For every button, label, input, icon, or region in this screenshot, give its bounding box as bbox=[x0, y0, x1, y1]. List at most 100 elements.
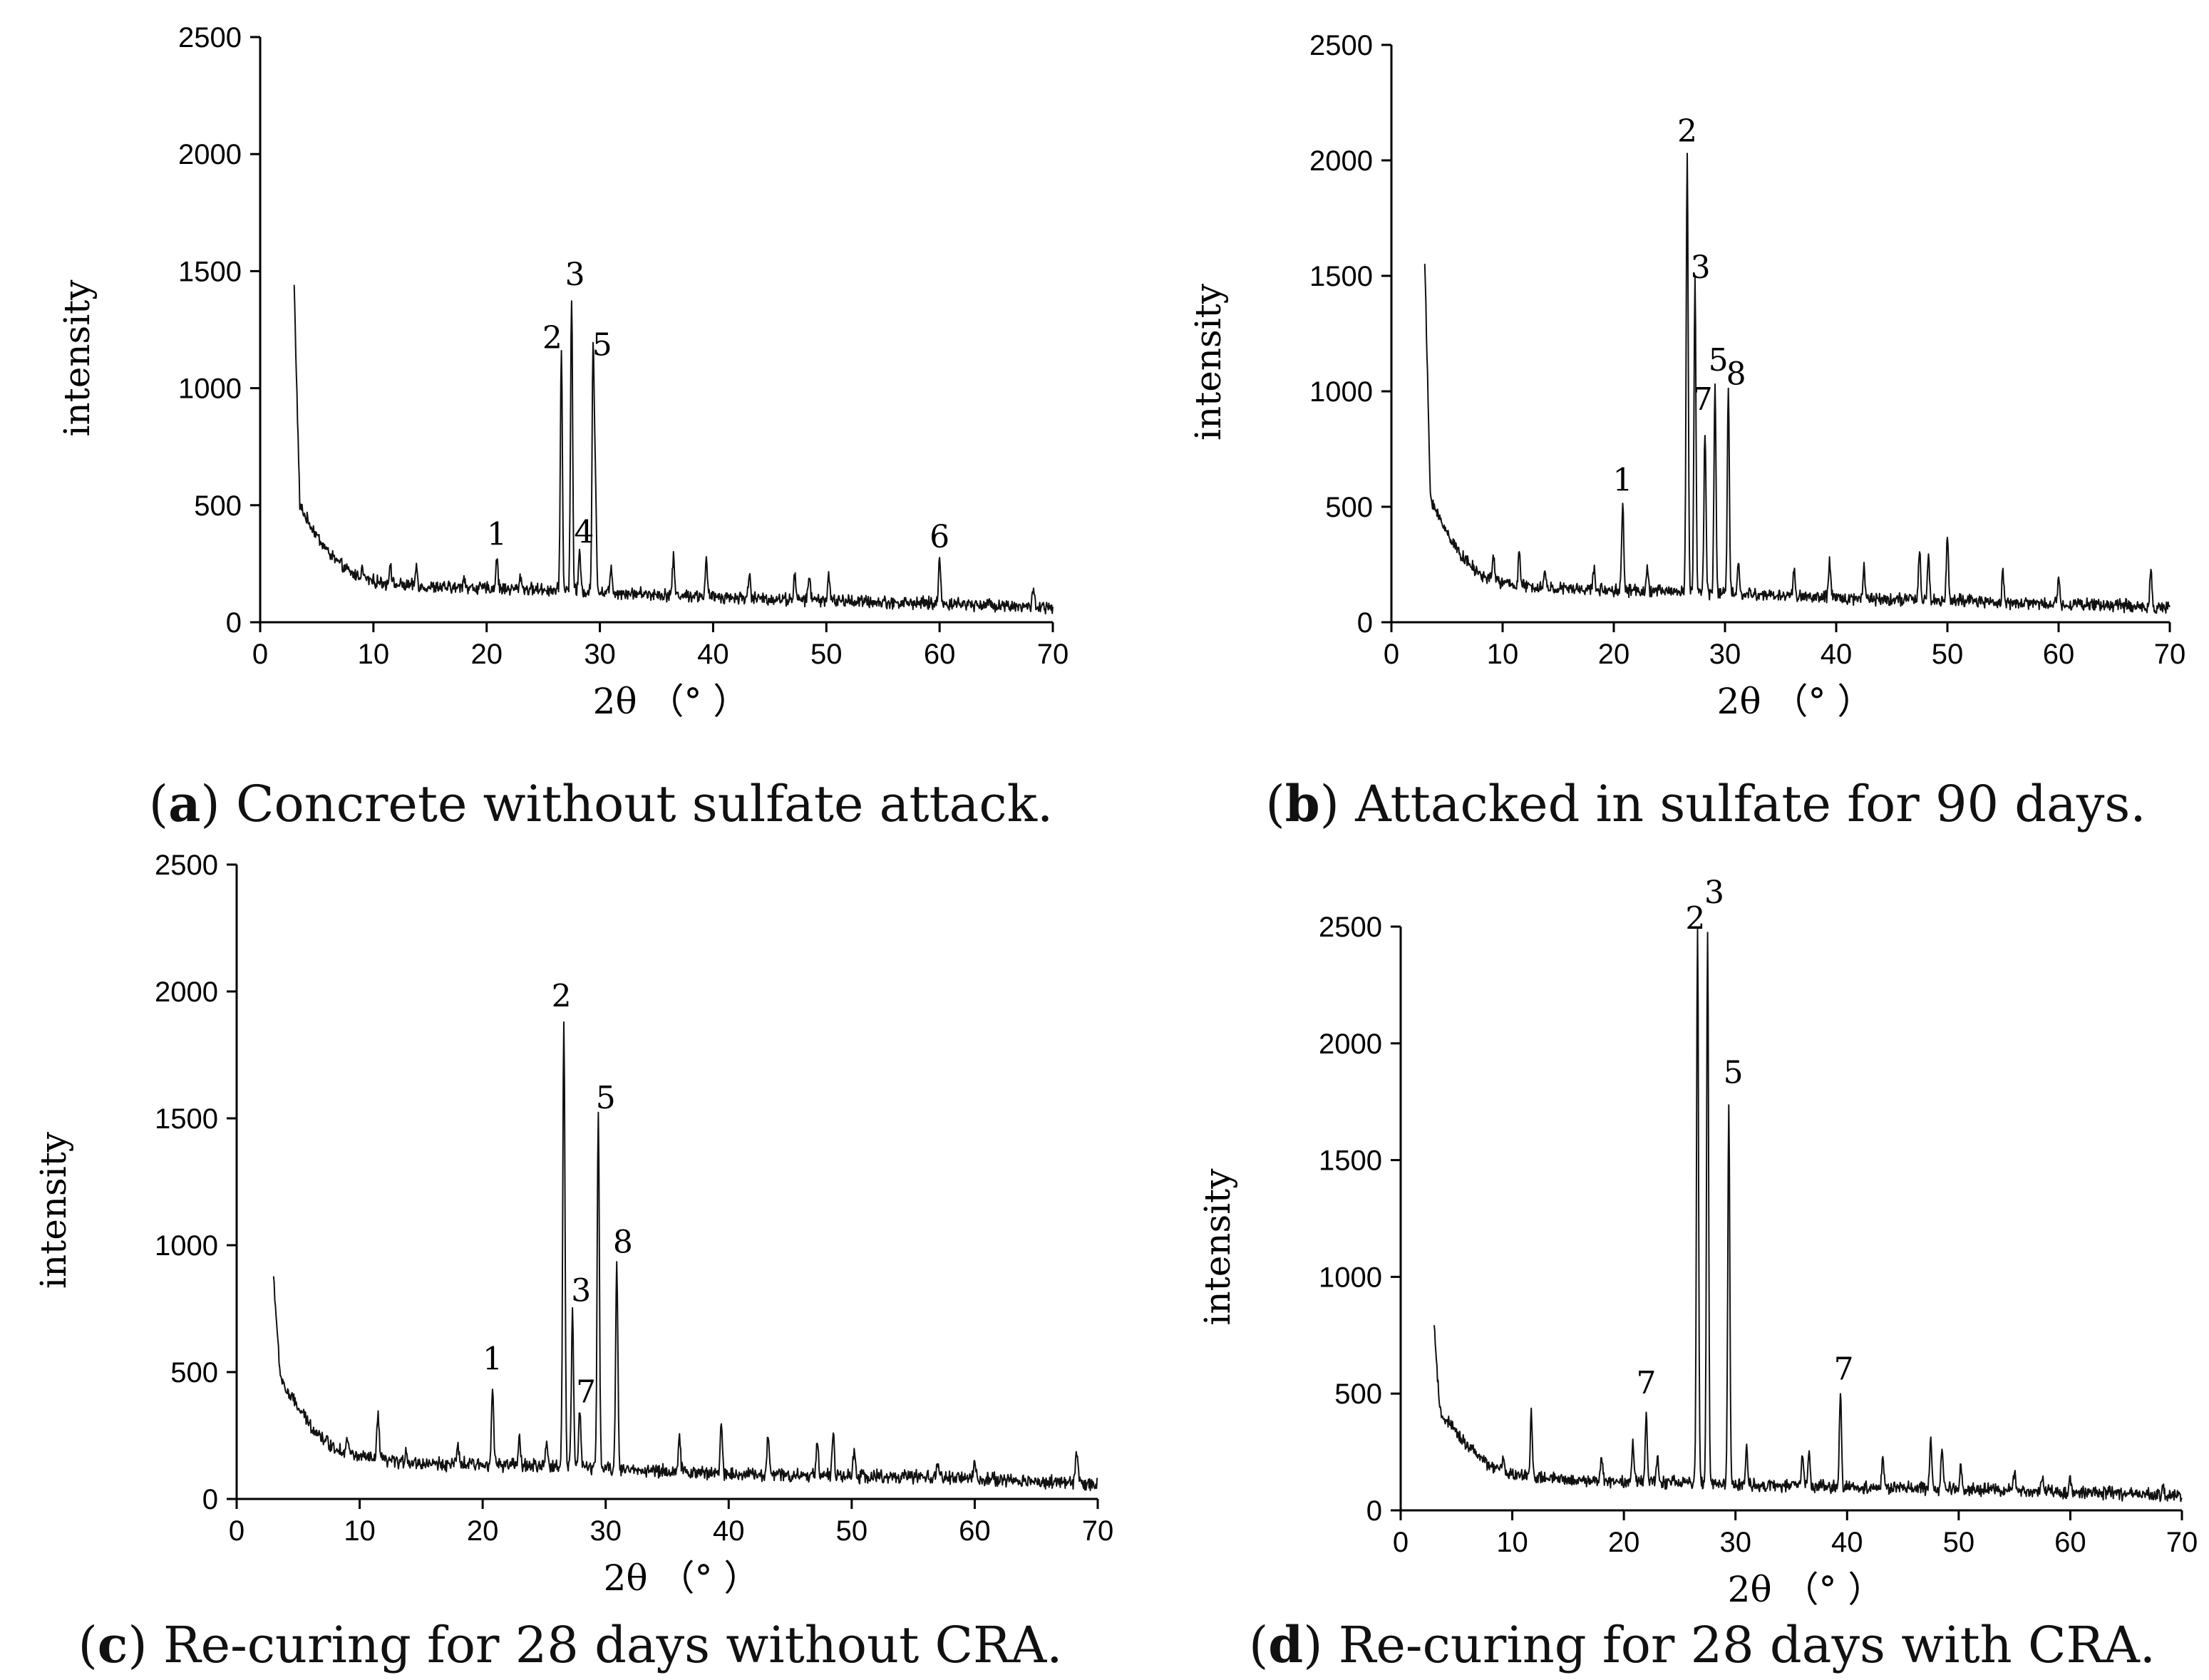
panel-d-xtick-label: 20 bbox=[1608, 1527, 1640, 1558]
panel-b-xtick-label: 30 bbox=[1709, 639, 1741, 670]
panel-b-xtick-label: 60 bbox=[2043, 639, 2075, 670]
panel-a-ytick-label: 1500 bbox=[178, 256, 242, 287]
panel-d-xtick-label: 40 bbox=[1831, 1527, 1863, 1558]
panel-a-plot: 0 500 1000 1500 2000 2500 0 10 20 30 40 50 60 70 2θ （°… bbox=[56, 22, 1069, 722]
panel-c-xtick-label: 70 bbox=[1082, 1515, 1114, 1547]
panel-a: 0 500 1000 1500 2000 2500 0 10 20 30 40 50 60 70 2θ （°… bbox=[56, 22, 1069, 833]
panel-a-y-axis-title: intensity bbox=[56, 279, 98, 437]
panel-b-caption-letter: b bbox=[1285, 774, 1320, 833]
panel-d-xtick-label: 0 bbox=[1393, 1527, 1409, 1558]
panel-c-xtick-label: 50 bbox=[836, 1515, 868, 1547]
panel-c-xtick-label: 60 bbox=[959, 1515, 991, 1547]
panel-c-peak-label: 1 bbox=[483, 1341, 503, 1377]
panel-c-plot: 0 500 1000 1500 2000 2500 0 10 20 30 40 50 60 70 2θ （°… bbox=[33, 850, 1113, 1599]
panel-a-caption: (a) Concrete without sulfate attack. bbox=[149, 774, 1053, 833]
panel-a-xtick-label: 10 bbox=[358, 639, 390, 670]
panel-d-caption: (d) Re-curing for 28 days with CRA. bbox=[1249, 1615, 2156, 1674]
panel-d-ytick-label: 500 bbox=[1334, 1378, 1382, 1410]
panel-a-xtick-label: 20 bbox=[470, 639, 503, 670]
panel-b-peak-label: 1 bbox=[1612, 462, 1632, 498]
panel-d-peak-label: 2 bbox=[1685, 900, 1705, 937]
panel-c-xtick-label: 10 bbox=[344, 1515, 376, 1547]
panel-b-diffraction-line bbox=[1423, 153, 2171, 614]
panel-c-ytick-label: 2000 bbox=[155, 976, 218, 1008]
panel-a-ytick-label: 2500 bbox=[178, 22, 242, 53]
panel-b-x-axis-title: 2θ （° ） bbox=[1717, 681, 1873, 722]
panel-a-peak-label: 4 bbox=[574, 514, 594, 550]
panel-a-ytick-label: 500 bbox=[194, 490, 242, 522]
panel-a-xtick-label: 40 bbox=[697, 639, 729, 670]
panel-c-xtick-label: 40 bbox=[713, 1515, 745, 1547]
panel-c-caption-letter: c bbox=[98, 1615, 128, 1674]
panel-b-xtick-label: 40 bbox=[1821, 639, 1853, 670]
panel-c-peak-label: 3 bbox=[571, 1272, 591, 1309]
panel-d-xtick-label: 10 bbox=[1496, 1527, 1528, 1558]
panel-b-peak-label: 5 bbox=[1709, 342, 1729, 378]
panel-b-peak-label: 2 bbox=[1677, 113, 1697, 150]
panel-d-peak-label: 7 bbox=[1834, 1351, 1854, 1388]
panel-a-peak-label: 2 bbox=[542, 320, 562, 356]
panel-b-caption-text: Attacked in sulfate for 90 days. bbox=[1354, 775, 2146, 833]
panel-a-caption-letter: a bbox=[168, 774, 200, 833]
panel-b-ytick-label: 1000 bbox=[1309, 376, 1373, 408]
panel-a-peak-label: 1 bbox=[487, 517, 507, 553]
panel-d-peak-label: 5 bbox=[1724, 1054, 1744, 1091]
panel-d: 0 500 1000 1500 2000 2500 0 10 20 30 40 50 60 70 2θ （°… bbox=[1197, 875, 2198, 1674]
panel-b-ytick-label: 1500 bbox=[1309, 261, 1373, 292]
panel-b-ytick-label: 500 bbox=[1325, 492, 1373, 523]
panel-d-plot: 0 500 1000 1500 2000 2500 0 10 20 30 40 50 60 70 2θ （°… bbox=[1197, 875, 2198, 1610]
panel-b-caption: (b) Attacked in sulfate for 90 days. bbox=[1265, 774, 2146, 833]
panel-a-caption-text: Concrete without sulfate attack. bbox=[236, 775, 1053, 833]
panel-a-xtick-label: 60 bbox=[924, 639, 956, 670]
panel-b-peak-label: 3 bbox=[1691, 249, 1711, 286]
panel-c-xtick-label: 0 bbox=[229, 1515, 244, 1547]
panel-b-xtick-label: 70 bbox=[2154, 639, 2186, 670]
panel-d-xtick-label: 50 bbox=[1943, 1527, 1975, 1558]
panel-d-caption-text: Re-curing for 28 days with CRA. bbox=[1339, 1616, 2156, 1674]
panel-b-ytick-label: 2500 bbox=[1309, 30, 1373, 61]
panel-c-ytick-label: 500 bbox=[170, 1357, 218, 1388]
panel-d-peak-label: 3 bbox=[1704, 875, 1724, 911]
panel-b: 0 500 1000 1500 2000 2500 0 10 20 30 40 50 60 70 2θ （°… bbox=[1188, 30, 2185, 833]
panel-c-peak-label: 8 bbox=[613, 1225, 633, 1261]
panel-a-x-axis-title: 2θ （° ） bbox=[593, 681, 749, 722]
panel-b-ytick-label: 0 bbox=[1357, 607, 1373, 639]
panel-a-xtick-label: 70 bbox=[1037, 639, 1069, 670]
panel-c-caption-text: Re-curing for 28 days without CRA. bbox=[163, 1616, 1063, 1674]
panel-a-diffraction-line bbox=[293, 284, 1054, 614]
panel-c: 0 500 1000 1500 2000 2500 0 10 20 30 40 50 60 70 2θ （°… bbox=[33, 850, 1113, 1674]
panel-c-ytick-label: 2500 bbox=[155, 850, 218, 881]
panel-a-xtick-label: 50 bbox=[810, 639, 843, 670]
panel-b-peak-label: 8 bbox=[1726, 356, 1746, 392]
panel-a-peak-label: 5 bbox=[592, 327, 612, 364]
panel-b-ytick-label: 2000 bbox=[1309, 145, 1373, 177]
panel-b-xtick-label: 10 bbox=[1487, 639, 1519, 670]
panel-b-peak-label: 7 bbox=[1693, 381, 1713, 418]
panel-b-y-axis-title: intensity bbox=[1188, 283, 1229, 440]
panel-c-xtick-label: 30 bbox=[589, 1515, 622, 1547]
panel-d-ytick-label: 0 bbox=[1366, 1495, 1382, 1527]
panel-c-y-axis-title: intensity bbox=[33, 1131, 74, 1289]
panel-b-plot: 0 500 1000 1500 2000 2500 0 10 20 30 40 50 60 70 2θ （°… bbox=[1188, 30, 2185, 722]
panel-a-ytick-label: 1000 bbox=[178, 373, 242, 405]
panel-a-ytick-label: 0 bbox=[226, 607, 242, 639]
panel-a-peak-label: 6 bbox=[930, 519, 949, 555]
panel-c-peak-label: 5 bbox=[596, 1080, 616, 1116]
panel-d-ytick-label: 1500 bbox=[1319, 1145, 1382, 1177]
panel-c-ytick-label: 1000 bbox=[155, 1230, 218, 1262]
panel-d-diffraction-line bbox=[1433, 928, 2183, 1503]
panel-c-ytick-label: 0 bbox=[202, 1484, 218, 1515]
panel-c-ytick-label: 1500 bbox=[155, 1103, 218, 1135]
panel-a-ytick-label: 2000 bbox=[178, 139, 242, 170]
panel-d-ytick-label: 2500 bbox=[1319, 912, 1382, 943]
panel-a-xtick-label: 0 bbox=[252, 639, 268, 670]
panel-c-x-axis-title: 2θ （° ） bbox=[604, 1557, 760, 1599]
panel-c-caption: (c) Re-curing for 28 days without CRA. bbox=[78, 1615, 1062, 1674]
panel-d-caption-letter: d bbox=[1268, 1615, 1303, 1674]
panel-d-xtick-label: 70 bbox=[2166, 1527, 2198, 1558]
panel-c-peak-label: 2 bbox=[552, 978, 572, 1014]
panel-b-xtick-label: 20 bbox=[1598, 639, 1630, 670]
panel-b-xtick-label: 50 bbox=[1932, 639, 1964, 670]
panel-c-peak-label: 7 bbox=[576, 1374, 596, 1411]
